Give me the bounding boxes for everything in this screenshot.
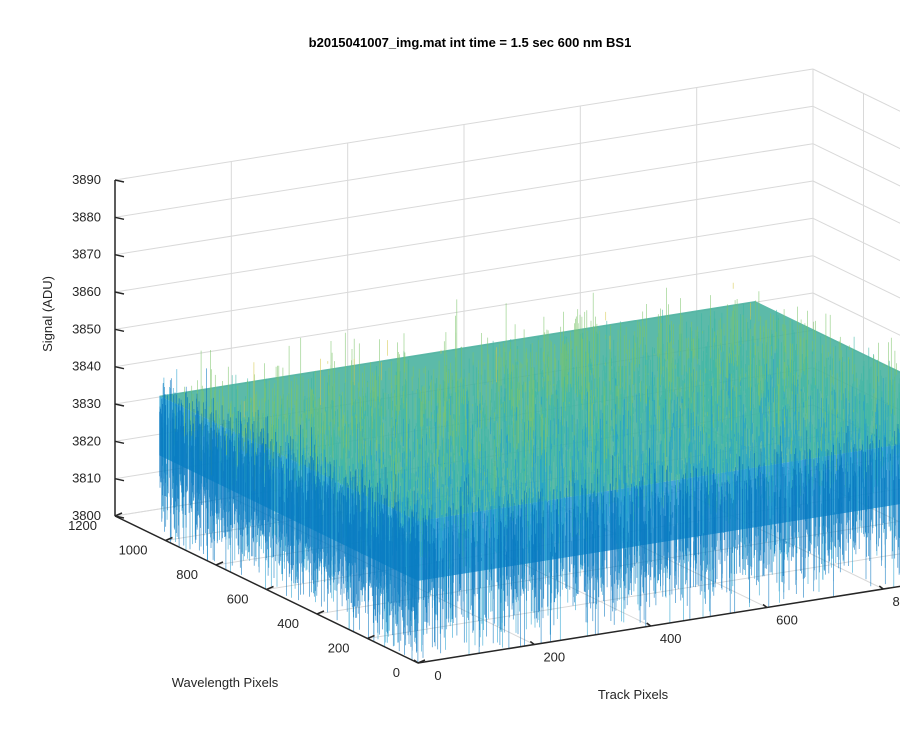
x-tick-mark [762, 603, 768, 609]
z-tick-mark [114, 291, 125, 295]
grid-line [114, 217, 814, 330]
z-axis-label: Signal (ADU) [40, 276, 55, 352]
grid-line [114, 105, 814, 218]
z-tick-mark [114, 440, 125, 445]
y-tick-mark [266, 585, 274, 591]
surface-mesh [243, 282, 751, 418]
z-tick-label: 3890 [72, 172, 101, 187]
y-tick-mark [367, 634, 375, 640]
surface-mesh [159, 368, 900, 663]
y-tick-label: 600 [227, 592, 249, 607]
surface-layer [159, 282, 900, 663]
z-tick-mark [114, 515, 125, 519]
z-tick-mark [114, 216, 125, 221]
z-tick-mark [114, 477, 125, 482]
grid-line [812, 180, 900, 224]
y-tick-label: 0 [393, 665, 400, 680]
y-axis-label: Wavelength Pixels [172, 675, 279, 690]
y-tick-label: 400 [277, 616, 299, 631]
x-tick-mark [413, 659, 419, 664]
x-tick-label: 200 [543, 650, 565, 665]
z-tick-mark [114, 365, 125, 370]
grid-line [812, 255, 900, 299]
x-tick-label: 0 [434, 668, 441, 683]
z-tick-label: 3870 [72, 247, 101, 262]
y-tick-mark [417, 659, 426, 664]
grid-line [812, 292, 900, 336]
x-tick-label: 400 [660, 631, 682, 646]
z-tick-mark [114, 403, 125, 407]
grid-line [812, 143, 900, 187]
y-tick-mark [215, 561, 224, 566]
x-tick-label: 800 [892, 594, 900, 609]
x-axis-label: Track Pixels [598, 687, 669, 702]
x-tick-label: 600 [776, 613, 798, 628]
grid-line [114, 255, 814, 368]
y-tick-mark [316, 610, 325, 615]
grid-line [812, 68, 900, 112]
grid-line [114, 143, 814, 256]
grid-line [114, 68, 814, 181]
x-tick-mark [878, 585, 884, 590]
chart-title: b2015041007_img.mat int time = 1.5 sec 6… [309, 35, 632, 50]
z-tick-label: 3860 [72, 284, 101, 299]
z-tick-label: 3800 [72, 508, 101, 523]
x-tick-mark [646, 622, 652, 627]
tick-layer: 0200400600800100012000200400600800100012… [68, 172, 900, 683]
z-tick-label: 3880 [72, 209, 101, 224]
y-tick-label: 200 [328, 641, 350, 656]
z-tick-label: 3830 [72, 396, 101, 411]
grid-line [114, 180, 814, 293]
grid-line [812, 217, 900, 262]
y-tick-label: 1200 [68, 518, 97, 533]
grid-line [812, 105, 900, 150]
y-tick-mark [165, 536, 173, 542]
z-tick-label: 3840 [72, 359, 101, 374]
y-tick-label: 1000 [119, 543, 148, 558]
x-tick-mark [529, 640, 535, 646]
z-tick-label: 3820 [72, 433, 101, 448]
z-tick-label: 3810 [72, 471, 101, 486]
z-tick-mark [114, 328, 125, 333]
y-tick-label: 800 [176, 567, 198, 582]
z-tick-label: 3850 [72, 321, 101, 336]
z-tick-mark [114, 179, 125, 183]
z-tick-mark [114, 253, 125, 258]
